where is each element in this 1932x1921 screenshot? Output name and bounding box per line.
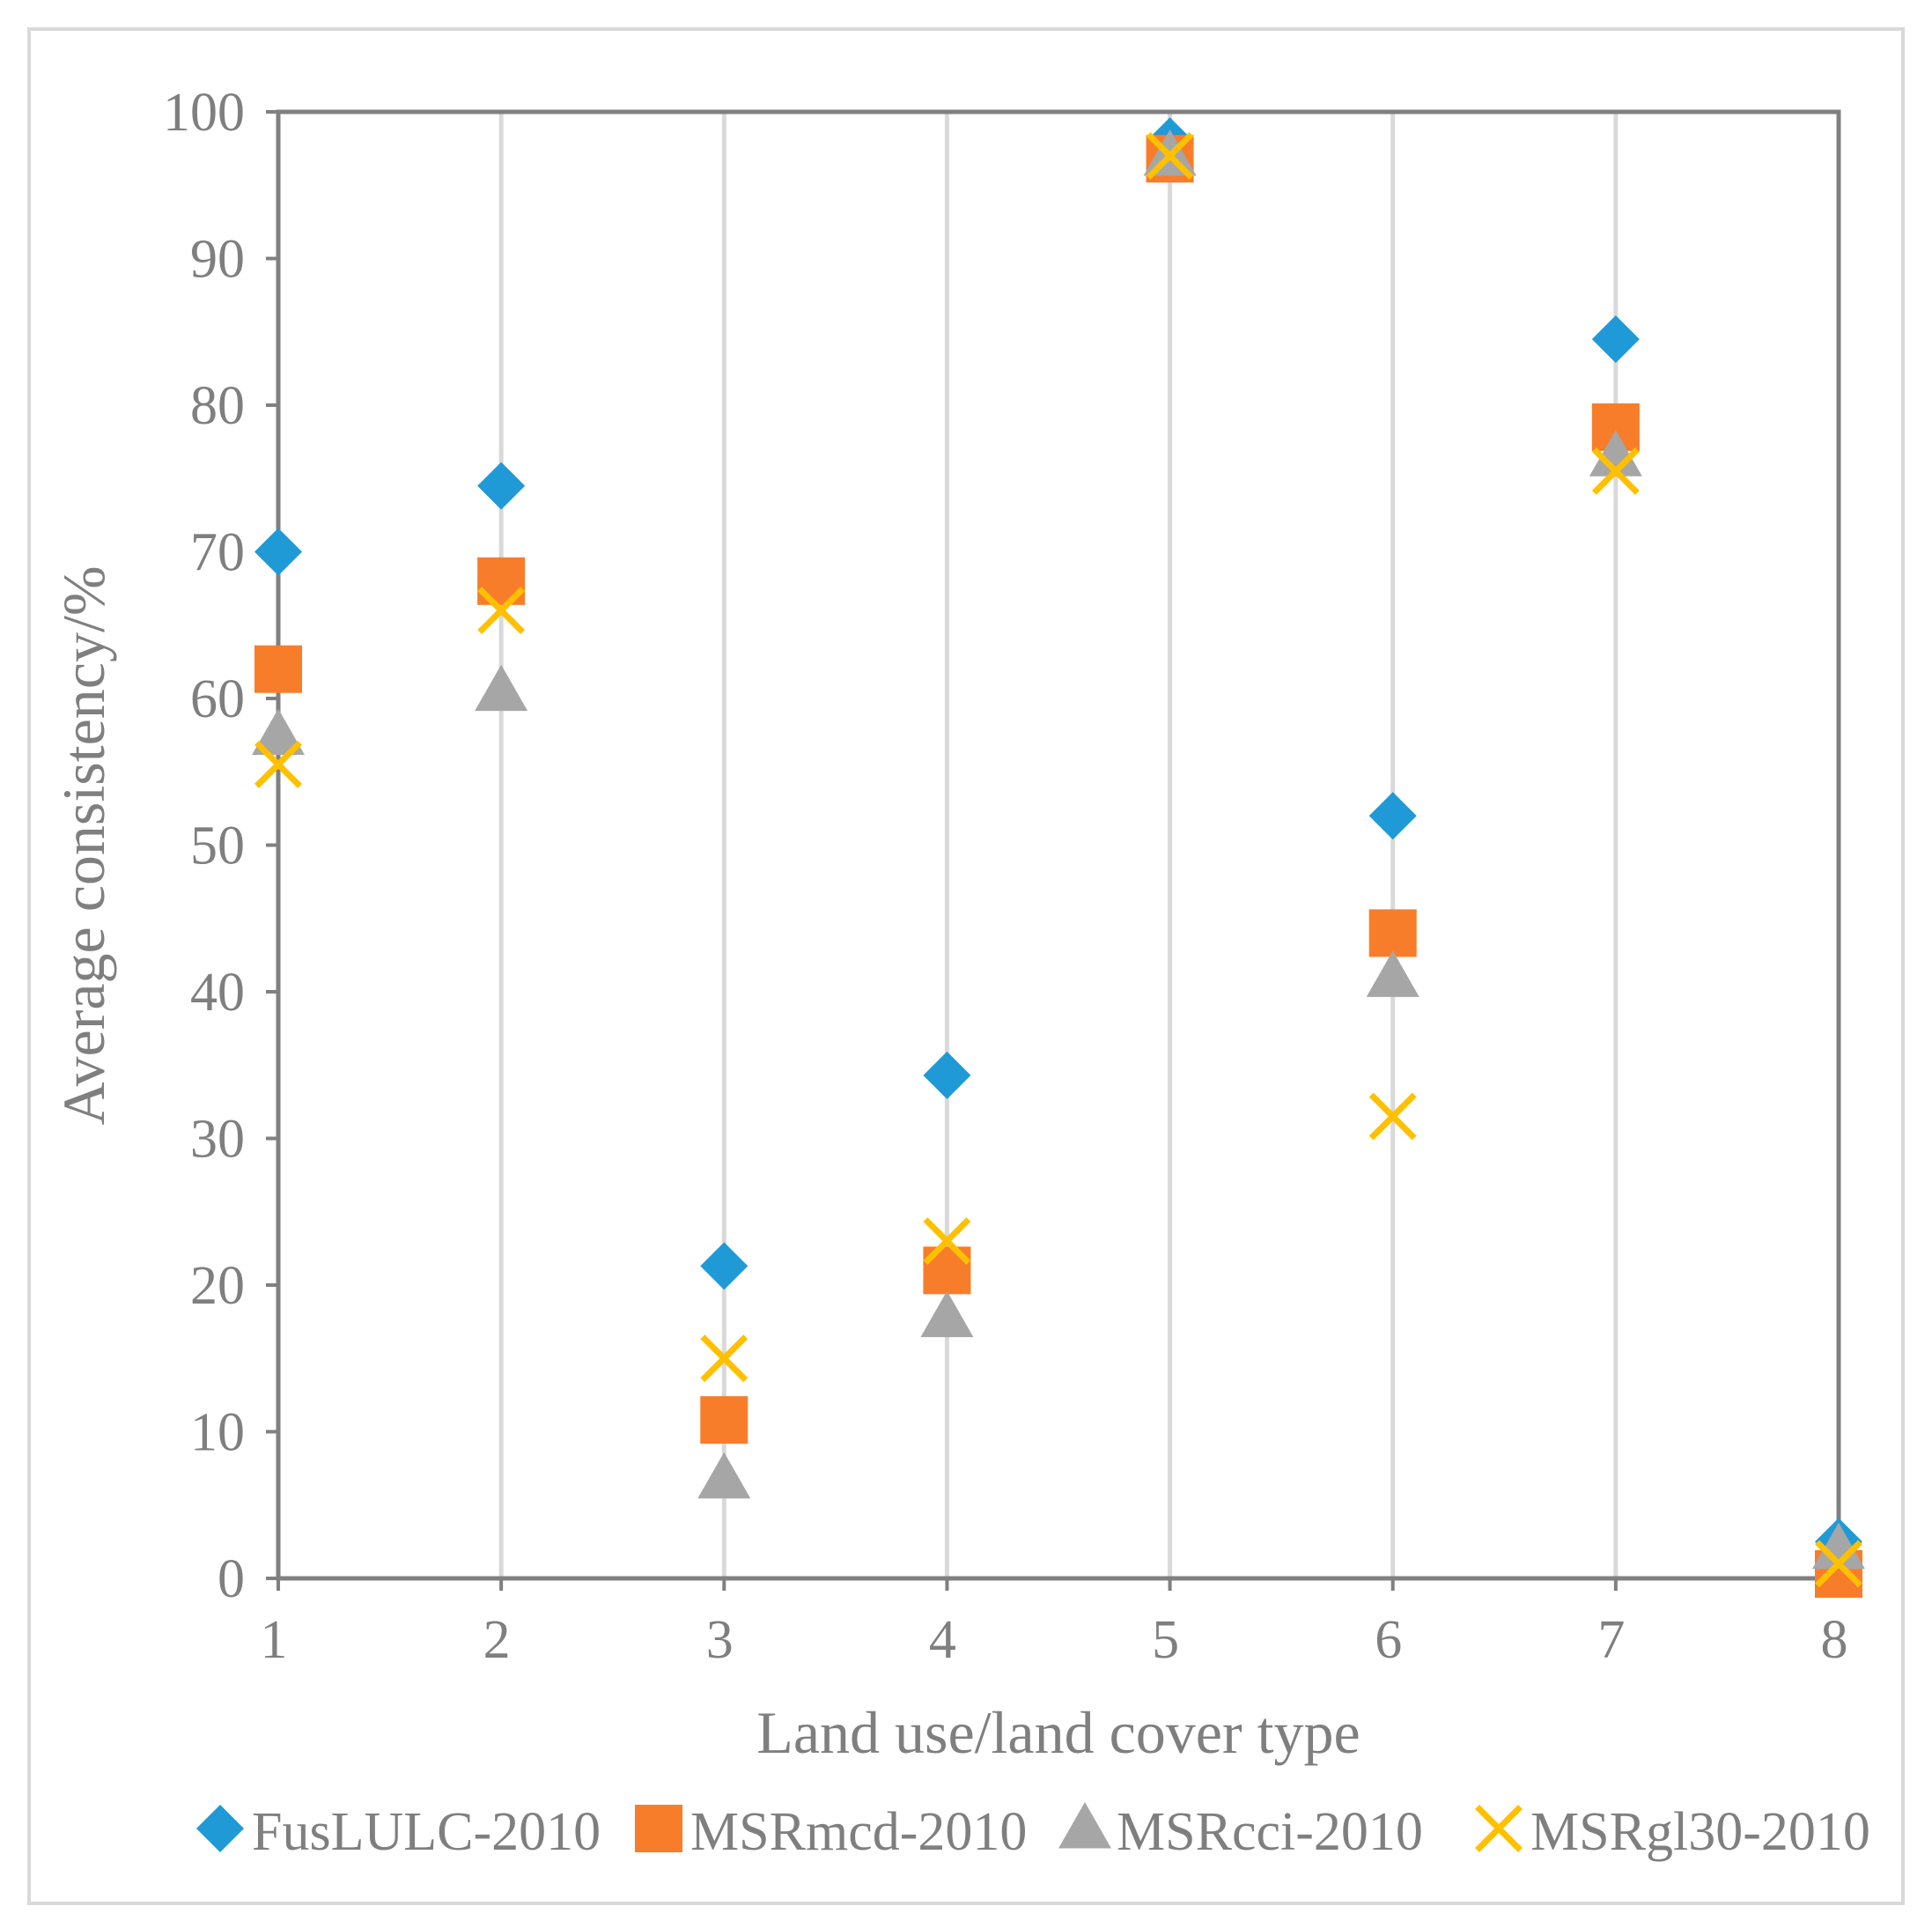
x-axis-title: Land use/land cover type bbox=[756, 1699, 1360, 1766]
data-point-diamond bbox=[1368, 792, 1417, 840]
y-tick-label: 30 bbox=[190, 1110, 245, 1170]
data-point-diamond bbox=[477, 462, 526, 510]
tick-marks bbox=[266, 110, 1840, 1591]
legend-label: MSRcci-2010 bbox=[1117, 1802, 1423, 1862]
x-tick-label: 3 bbox=[706, 1610, 734, 1670]
data-point-x bbox=[254, 740, 302, 788]
x-tick-label: 6 bbox=[1375, 1610, 1402, 1670]
y-tick-label: 50 bbox=[190, 816, 245, 876]
y-tick-label: 100 bbox=[163, 83, 245, 143]
y-axis-title: Average consistency/% bbox=[50, 565, 117, 1125]
data-point-x bbox=[700, 1334, 748, 1383]
y-tick-label: 80 bbox=[190, 376, 245, 436]
data-point-triangle bbox=[1366, 950, 1420, 997]
data-point-x bbox=[1146, 132, 1194, 180]
data-point-square bbox=[700, 1396, 748, 1444]
x-tick-label: 5 bbox=[1152, 1610, 1179, 1670]
x-tick-label: 1 bbox=[261, 1610, 288, 1670]
legend-marker-x bbox=[1475, 1805, 1523, 1852]
y-tick-label: 70 bbox=[190, 523, 245, 583]
data-point-triangle bbox=[1589, 430, 1642, 477]
data-point-diamond bbox=[700, 1242, 748, 1290]
gridlines bbox=[498, 112, 1619, 1578]
chart-frame bbox=[27, 27, 1905, 1905]
x-tick-labels: 1 2 3 4 5 6 7 8 bbox=[261, 1610, 1848, 1670]
legend-label: FusLULC-2010 bbox=[252, 1802, 601, 1862]
legend-marker-triangle bbox=[1058, 1802, 1111, 1849]
legend-marker-square bbox=[635, 1805, 682, 1852]
series-msrgl30-2010 bbox=[254, 132, 1862, 1588]
y-tick-label: 20 bbox=[190, 1256, 245, 1316]
data-point-x bbox=[1591, 447, 1640, 495]
x-tick-label: 2 bbox=[483, 1610, 511, 1670]
y-tick-label: 10 bbox=[190, 1403, 245, 1463]
data-point-triangle bbox=[475, 664, 528, 712]
x-tick-label: 8 bbox=[1821, 1610, 1848, 1670]
legend-item: MSRgl30-2010 bbox=[1475, 1802, 1870, 1862]
data-point-diamond bbox=[1591, 315, 1640, 364]
data-point-diamond bbox=[923, 1051, 971, 1099]
legend-item: MSRmcd-2010 bbox=[635, 1802, 1027, 1862]
legend-label: MSRmcd-2010 bbox=[690, 1802, 1027, 1862]
data-point-triangle bbox=[1812, 1522, 1865, 1570]
y-tick-label: 40 bbox=[190, 963, 245, 1023]
data-point-triangle bbox=[920, 1290, 974, 1338]
y-tick-label: 60 bbox=[190, 669, 245, 729]
legend-label: MSRgl30-2010 bbox=[1530, 1802, 1870, 1862]
data-point-square bbox=[254, 645, 302, 693]
legend-item: MSRcci-2010 bbox=[1058, 1802, 1423, 1862]
data-point-x bbox=[1368, 1092, 1417, 1141]
data-point-square bbox=[1368, 909, 1417, 957]
data-point-triangle bbox=[252, 708, 305, 756]
data-point-x bbox=[923, 1217, 971, 1265]
data-points bbox=[252, 117, 1865, 1599]
y-tick-label: 90 bbox=[190, 230, 245, 290]
legend-item: FusLULC-2010 bbox=[196, 1802, 601, 1862]
y-tick-labels: 0 10 20 30 40 50 60 70 80 90 100 bbox=[163, 83, 245, 1609]
data-point-x bbox=[1815, 1540, 1862, 1588]
data-point-triangle bbox=[697, 1452, 751, 1499]
data-point-x bbox=[477, 587, 526, 635]
y-tick-label: 0 bbox=[218, 1549, 245, 1609]
data-point-diamond bbox=[254, 528, 302, 576]
legend-marker-diamond bbox=[196, 1805, 244, 1852]
legend: FusLULC-2010 MSRmcd-2010 MSRcci-2010 MSRgl3… bbox=[196, 1802, 1870, 1862]
x-tick-label: 4 bbox=[929, 1610, 956, 1670]
x-tick-label: 7 bbox=[1597, 1610, 1625, 1670]
